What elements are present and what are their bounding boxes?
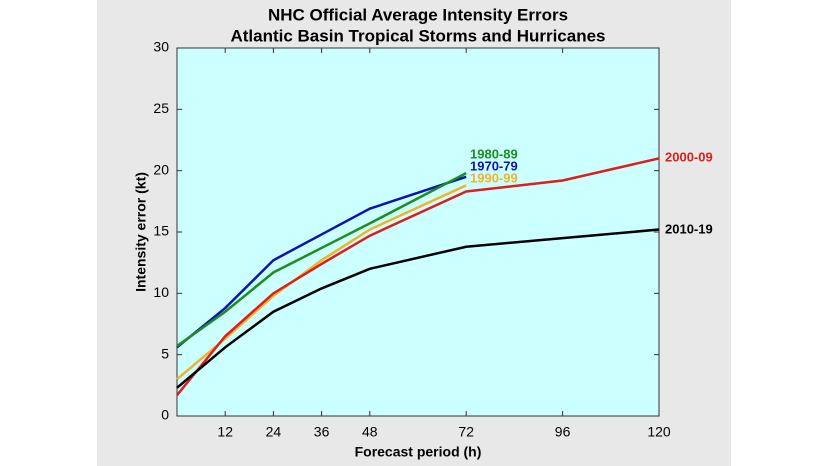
series-line [176,157,660,396]
series-line [176,172,467,348]
series-label: 1970-79 [470,158,518,173]
x-tick-label: 96 [555,424,571,440]
x-tick-label: 120 [647,424,671,440]
series-line [176,228,660,389]
x-tick-label: 36 [314,424,330,440]
x-tick-label: 72 [458,424,474,440]
y-tick-label: 20 [153,161,169,177]
series-label: 2010-19 [665,221,713,236]
series-label: 1980-89 [470,146,518,161]
chart-title: NHC Official Average Intensity Errors [268,5,568,24]
y-tick-label: 5 [161,345,169,361]
x-axis-label: Forecast period (h) [355,444,482,460]
x-tick-label: 24 [266,424,282,440]
y-tick-label: 10 [153,284,169,300]
series-label: 2000-09 [665,149,713,164]
y-tick-label: 0 [161,407,169,423]
plot-frame [176,47,660,417]
x-tick-label: 12 [217,424,233,440]
y-tick-label: 15 [153,223,169,239]
x-tick-label: 48 [362,424,378,440]
chart-subtitle: Atlantic Basin Tropical Storms and Hurri… [230,26,605,45]
series-line [176,175,467,349]
y-tick-label: 30 [153,39,169,55]
y-axis-label: Intensity error (kt) [133,172,149,292]
plot-background [177,48,659,416]
y-tick-label: 25 [153,100,169,116]
series-label: 1990-99 [470,170,518,185]
